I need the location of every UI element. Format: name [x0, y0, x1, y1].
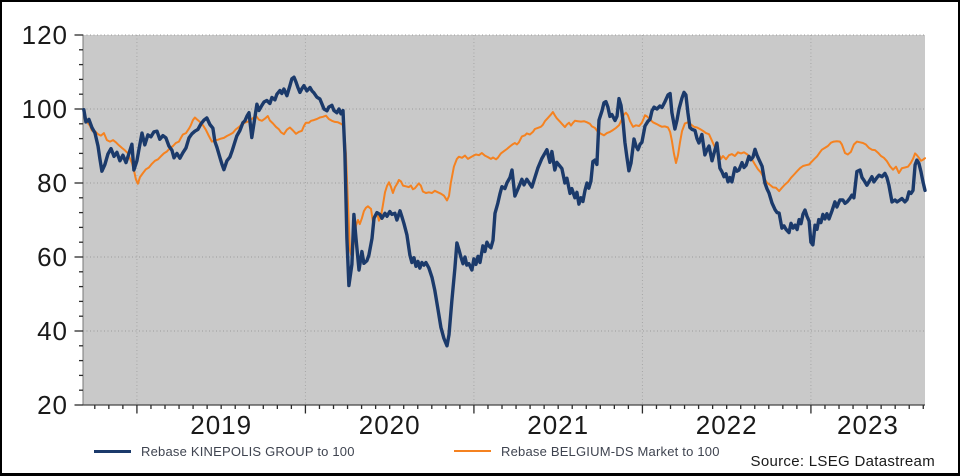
legend-item-belgium-market: Rebase BELGIUM-DS Market to 100 [454, 443, 720, 459]
y-axis-labels: 120 100 80 60 40 20 [22, 20, 68, 420]
x-axis-ticks [94, 405, 924, 414]
x-axis-labels: 2019 2020 2021 2022 2023 [190, 410, 899, 440]
source-note: Source: LSEG Datastream [750, 453, 935, 470]
svg-text:2019: 2019 [190, 410, 252, 440]
svg-text:2022: 2022 [696, 410, 758, 440]
legend-item-kinepolis: Rebase KINEPOLIS GROUP to 100 [94, 443, 355, 459]
series-line-kinepolis-group [82, 75, 927, 348]
svg-text:80: 80 [37, 168, 68, 198]
svg-text:2021: 2021 [527, 410, 589, 440]
svg-text:20: 20 [37, 390, 68, 420]
legend-label-kinepolis: Rebase KINEPOLIS GROUP to 100 [141, 443, 355, 459]
svg-text:100: 100 [22, 94, 68, 124]
svg-text:2023: 2023 [837, 410, 899, 440]
svg-text:60: 60 [37, 242, 68, 272]
legend: Rebase KINEPOLIS GROUP to 100 Rebase BEL… [2, 443, 958, 461]
svg-text:40: 40 [37, 316, 68, 346]
vertical-gridlines [136, 35, 812, 405]
axis-lines [82, 35, 925, 406]
plot-background [83, 35, 925, 405]
legend-swatch-belgium-market [454, 450, 491, 452]
svg-text:2020: 2020 [359, 410, 421, 440]
legend-label-belgium-market: Rebase BELGIUM-DS Market to 100 [501, 443, 720, 459]
series-line-belgium-ds-market [82, 109, 926, 259]
legend-swatch-kinepolis [94, 449, 131, 453]
y-axis-ticks [74, 34, 83, 406]
svg-text:120: 120 [22, 20, 68, 50]
horizontal-gridlines [83, 34, 925, 332]
